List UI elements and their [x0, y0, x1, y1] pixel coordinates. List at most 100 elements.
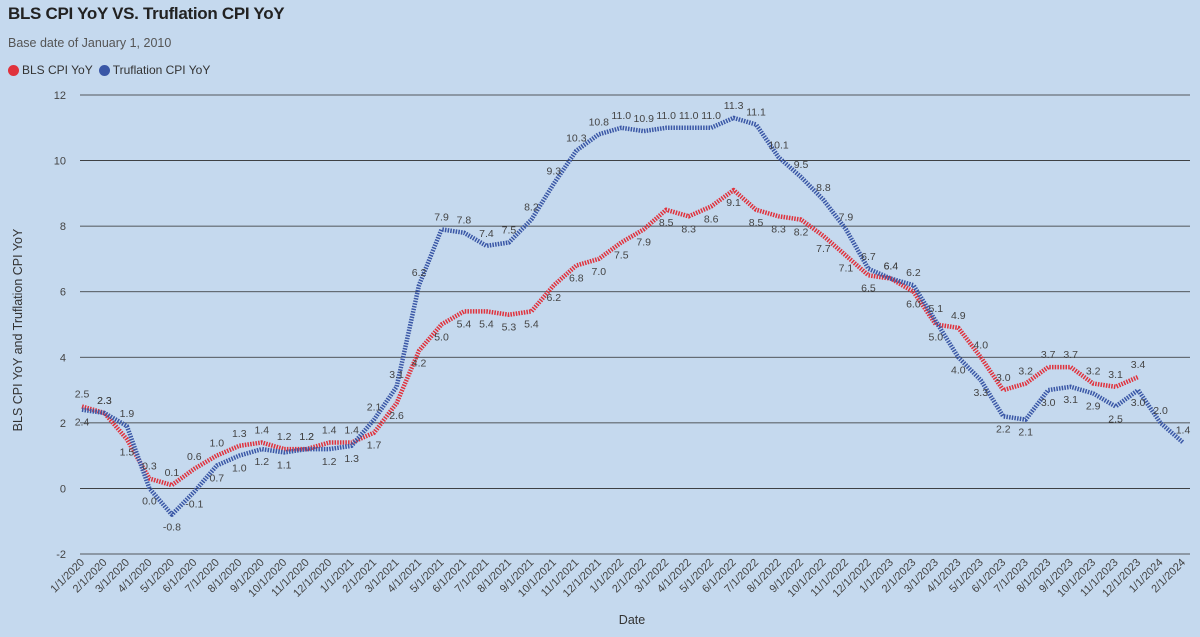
- y-tick-label: 0: [60, 483, 66, 495]
- data-label: 2.1: [1018, 427, 1033, 439]
- data-label: 3.1: [1108, 369, 1123, 381]
- series-lines: [81, 115, 1185, 517]
- legend-item-truflation[interactable]: Truflation CPI YoY: [98, 63, 211, 77]
- legend-swatch-truflation: [98, 64, 110, 76]
- data-label: 2.9: [1086, 400, 1101, 412]
- data-label: 9.1: [726, 197, 741, 209]
- grid-layer: [80, 94, 1190, 555]
- data-label: 1.2: [299, 431, 314, 443]
- chart-legend: BLS CPI YoY Truflation CPI YoY: [8, 63, 212, 77]
- data-label: 8.5: [749, 217, 764, 229]
- y-tick-label: 2: [60, 418, 66, 430]
- data-label: 7.5: [502, 225, 517, 237]
- data-label: 3.2: [1086, 366, 1101, 378]
- y-tick-label: 8: [60, 221, 66, 233]
- data-label: 5.4: [524, 318, 539, 330]
- data-label: -0.8: [163, 522, 181, 534]
- data-label: 5.4: [479, 318, 494, 330]
- legend-item-bls[interactable]: BLS CPI YoY: [8, 63, 93, 77]
- data-label: 7.7: [816, 243, 831, 255]
- y-tick-label: 6: [60, 287, 66, 299]
- data-label: 8.3: [771, 223, 786, 235]
- data-label: 11.0: [656, 110, 676, 122]
- data-label: 7.9: [839, 211, 854, 223]
- y-tick-label: 4: [60, 352, 66, 364]
- data-label: 4.0: [951, 364, 966, 376]
- series-line-bls: [81, 187, 1139, 488]
- data-label: 2.1: [367, 402, 382, 414]
- data-label: 2.0: [1153, 405, 1168, 417]
- chart-title: BLS CPI YoY VS. Truflation CPI YoY: [8, 4, 285, 23]
- data-label: 0.1: [165, 467, 180, 479]
- data-label: 11.3: [724, 100, 744, 112]
- data-label: 5.0: [434, 332, 449, 344]
- data-label: 1.9: [120, 408, 135, 420]
- y-tick-label: 10: [54, 156, 66, 168]
- x-axis-title: Date: [619, 613, 645, 627]
- data-label: 10.1: [768, 139, 789, 151]
- data-label: 0.7: [210, 472, 225, 484]
- data-label: 1.4: [254, 425, 269, 437]
- data-label: 2.5: [75, 388, 90, 400]
- data-label: 6.2: [906, 267, 921, 279]
- data-label: 2.4: [75, 417, 90, 429]
- data-label: 2.2: [996, 423, 1011, 435]
- data-label: 8.2: [524, 202, 539, 214]
- data-label: 6.4: [884, 261, 899, 273]
- y-tick-label: -2: [56, 549, 66, 561]
- data-label: 8.2: [794, 227, 809, 239]
- data-label: 10.3: [566, 133, 587, 145]
- data-label: 5.1: [929, 303, 944, 315]
- data-label: 2.3: [97, 395, 112, 407]
- data-labels: 2.5 2.3 1.5 0.3 0.1 0.6 1.0 1.3 1.4 1.2 1.2 1.4 1.4 1…: [75, 100, 1191, 534]
- data-label: 3.3: [973, 387, 988, 399]
- chart-subtitle: Base date of January 1, 2010: [8, 36, 172, 50]
- data-label: 5.4: [457, 318, 472, 330]
- data-label: 1.4: [322, 425, 337, 437]
- data-label: 3.4: [1131, 359, 1146, 371]
- data-label: 8.5: [659, 217, 674, 229]
- data-label: -0.1: [185, 499, 203, 511]
- data-label: 6.2: [412, 267, 427, 279]
- legend-label-truflation: Truflation CPI YoY: [112, 63, 211, 77]
- data-label: 8.8: [816, 182, 831, 194]
- data-label: 11.0: [679, 110, 699, 122]
- data-label: 2.6: [389, 410, 404, 422]
- data-label: 3.2: [1018, 366, 1033, 378]
- legend-swatch-bls: [8, 64, 19, 76]
- data-label: 7.9: [636, 236, 651, 248]
- data-label: 0.6: [187, 451, 202, 463]
- series-line-truflation: [81, 115, 1185, 517]
- data-label: 1.3: [344, 453, 359, 465]
- data-label: 8.3: [681, 223, 696, 235]
- data-label: 8.6: [704, 213, 719, 225]
- data-label: 6.7: [861, 251, 876, 263]
- data-label: 1.1: [277, 459, 292, 471]
- data-label: 4.9: [951, 310, 966, 322]
- data-label: 1.0: [232, 463, 247, 475]
- data-label: 1.5: [120, 446, 135, 458]
- data-label: 6.4: [884, 261, 899, 273]
- data-label: 10.8: [589, 116, 610, 128]
- data-label: 3.7: [1063, 349, 1078, 361]
- data-label: 2.3: [97, 395, 112, 407]
- data-label: 2.5: [1108, 413, 1123, 425]
- data-label: 3.0: [996, 372, 1011, 384]
- data-label: 1.2: [277, 431, 292, 443]
- data-label: 7.4: [479, 228, 494, 240]
- y-axis-title: BLS CPI YoY and Truflation CPI YoY: [11, 228, 25, 431]
- data-label: 1.2: [299, 431, 314, 443]
- data-label: 3.1: [1063, 394, 1078, 406]
- data-label: 1.4: [344, 425, 359, 437]
- data-label: 6.8: [569, 272, 584, 284]
- data-label: 1.7: [367, 440, 382, 452]
- data-label: 7.8: [457, 215, 472, 227]
- data-label: 7.0: [591, 266, 606, 278]
- data-label: 10.9: [634, 113, 655, 125]
- data-label: 1.4: [1176, 425, 1191, 437]
- legend-label-bls: BLS CPI YoY: [22, 63, 93, 77]
- data-label: 9.3: [547, 166, 562, 178]
- data-label: 6.2: [547, 292, 562, 304]
- data-label: 5.0: [929, 332, 944, 344]
